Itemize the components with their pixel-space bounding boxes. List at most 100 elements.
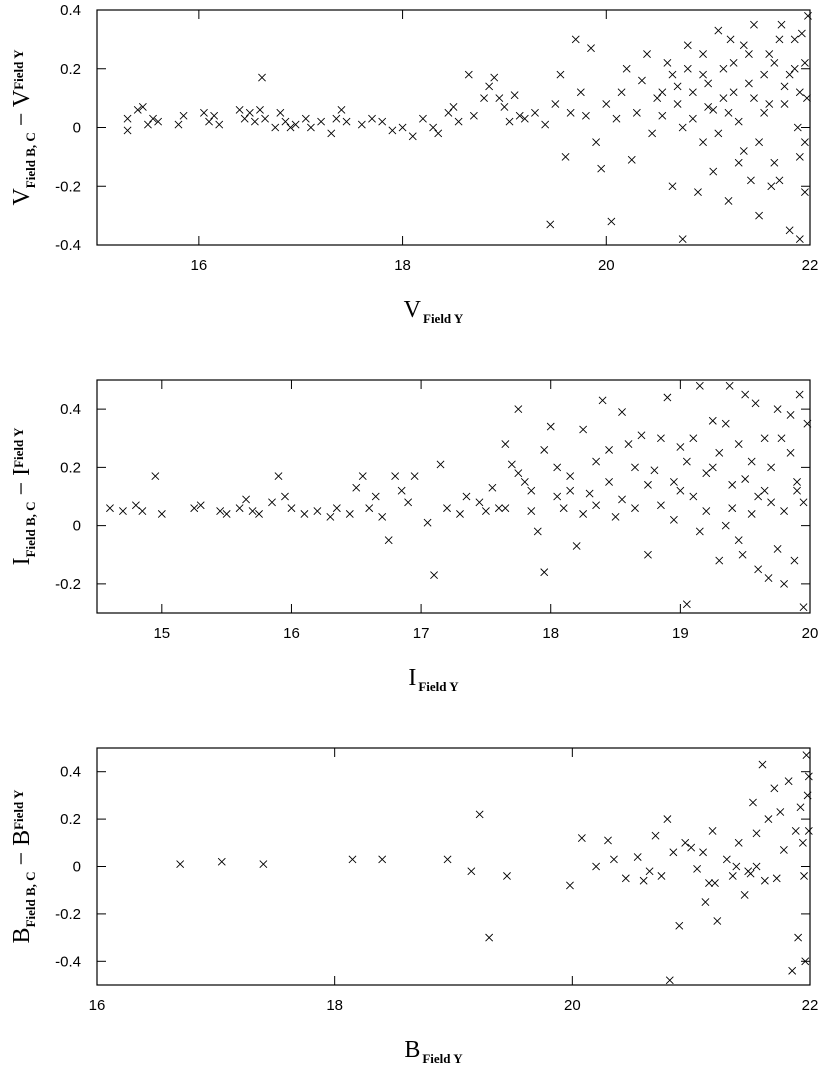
data-point [668, 70, 677, 79]
data-point [765, 50, 774, 58]
data-point [760, 486, 769, 495]
data-point [592, 457, 601, 466]
data-point [371, 492, 380, 501]
data-point [631, 463, 639, 472]
data-point [669, 478, 678, 486]
data-point [495, 94, 504, 103]
data-point [410, 472, 419, 481]
data-point [216, 507, 225, 515]
data-point [217, 857, 226, 866]
data-point [255, 510, 263, 518]
data-point [772, 874, 781, 883]
data-point [176, 860, 185, 869]
data-point [678, 123, 687, 132]
data-point [800, 138, 809, 147]
data-point [123, 114, 132, 123]
data-point [773, 405, 782, 414]
data-point [222, 510, 231, 518]
data-point [747, 457, 756, 466]
data-point [190, 504, 199, 513]
data-point [475, 810, 484, 819]
data-point [803, 419, 812, 428]
data-point [235, 504, 244, 513]
y-axis-label: BField B, C − BField Y [9, 789, 38, 943]
data-point [767, 463, 776, 472]
data-point [738, 550, 747, 559]
data-point [462, 492, 471, 501]
data-point [758, 760, 767, 769]
data-point [597, 164, 606, 173]
data-point [644, 550, 652, 559]
data-point [767, 498, 776, 507]
b-panel: 16 18 20 22 -0.4 -0.2 0 0.2 0.4 B Field Y BField B,… [9, 747, 819, 1066]
data-point [688, 88, 697, 97]
data-point [728, 504, 737, 513]
data-point [384, 536, 393, 545]
x-tick-label: 18 [326, 997, 343, 1014]
data-point [469, 111, 478, 120]
data-point [794, 933, 803, 942]
data-point [779, 845, 788, 854]
data-point [259, 860, 268, 869]
data-point [702, 469, 711, 478]
data-point [585, 489, 594, 498]
data-point [714, 26, 723, 35]
data-point [786, 448, 795, 457]
data-point [669, 515, 678, 524]
plot-frame [96, 9, 811, 246]
data-point [793, 478, 801, 486]
x-tick-label: 19 [672, 625, 689, 642]
data-point [798, 838, 807, 847]
data-point [803, 791, 812, 800]
data-point [726, 35, 735, 44]
data-point [739, 147, 748, 155]
data-point [755, 211, 763, 220]
data-point [556, 70, 565, 79]
data-point [764, 574, 773, 582]
data-point [644, 480, 652, 489]
data-point [429, 123, 438, 132]
data-point [705, 879, 713, 888]
data-point [795, 235, 804, 244]
data-point [785, 226, 794, 235]
data-point [419, 114, 427, 123]
data-point [274, 472, 283, 481]
data-point [505, 117, 514, 126]
data-point [648, 129, 657, 138]
x-tick-label: 22 [802, 997, 819, 1014]
data-point [719, 64, 728, 73]
data-point [715, 448, 724, 457]
data-point [271, 123, 280, 132]
y-tick-label: 0 [73, 120, 81, 137]
data-point [571, 35, 580, 44]
y-tick-label: -0.2 [55, 906, 81, 923]
data-point [541, 120, 550, 129]
data-point [802, 751, 811, 760]
x-tick-label: 16 [89, 997, 106, 1014]
data-point [663, 393, 672, 402]
data-point [378, 855, 387, 864]
data-point [668, 182, 677, 191]
data-point [775, 176, 784, 185]
data-point [154, 117, 163, 126]
data-point [754, 565, 763, 574]
data-point [365, 504, 374, 513]
data-point [793, 486, 801, 495]
data-point [709, 105, 718, 114]
data-point [744, 79, 753, 88]
data-point [398, 123, 407, 132]
data-point [800, 58, 809, 67]
y-tick-label: 0.2 [60, 459, 81, 476]
data-point [138, 507, 147, 515]
data-point [621, 874, 630, 883]
data-point [699, 138, 707, 147]
data-point [443, 504, 451, 513]
data-point [675, 921, 684, 930]
data-point [352, 483, 361, 492]
data-point [276, 108, 285, 117]
y-tick-label: 0.4 [60, 401, 81, 418]
data-point [515, 111, 524, 120]
data-point [714, 129, 723, 138]
data-point [553, 463, 562, 472]
data-point [734, 536, 743, 545]
